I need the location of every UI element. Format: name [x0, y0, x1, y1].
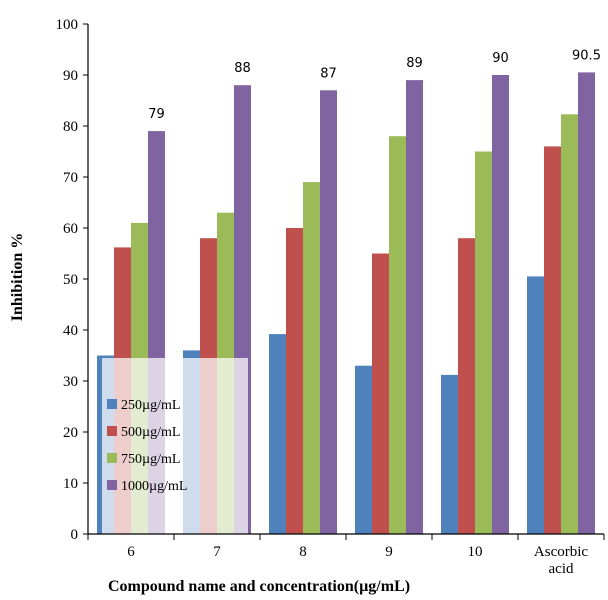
legend-swatch	[107, 426, 117, 436]
bar-1000gml-cat4	[406, 80, 423, 534]
bar-750gml-cat3	[303, 182, 320, 534]
bar-500gml-cat5	[458, 238, 475, 534]
bar-1000gml-cat6	[578, 72, 595, 535]
y-axis-title: Inhibition %	[9, 233, 26, 321]
data-label: 90.5	[572, 48, 601, 63]
bar-250gml-cat3	[269, 334, 286, 534]
x-tick-label: 6	[127, 544, 135, 560]
x-axis-title: Compound name and concentration(µg/mL)	[108, 578, 410, 595]
legend-label: 750µg/mL	[121, 452, 180, 467]
y-tick-label: 0	[71, 527, 79, 543]
x-tick-label: 9	[385, 544, 393, 560]
y-tick-label: 40	[63, 323, 78, 339]
x-tick-label: acid	[549, 561, 574, 577]
bar-250gml-cat4	[355, 365, 372, 534]
legend-swatch	[107, 399, 117, 409]
y-tick-label: 20	[63, 425, 78, 441]
legend-label: 1000µg/mL	[121, 479, 187, 494]
x-tick-label: Ascorbic	[534, 544, 588, 560]
y-tick-label: 30	[63, 374, 78, 390]
y-tick-label: 70	[63, 170, 78, 186]
bar-1000gml-cat5	[492, 75, 509, 534]
data-label: 89	[406, 56, 423, 71]
y-tick-label: 90	[63, 68, 78, 84]
bar-250gml-cat6	[527, 276, 544, 534]
bar-750gml-cat4	[389, 136, 406, 534]
bar-750gml-cat6	[561, 114, 578, 535]
x-tick-label: 10	[468, 544, 483, 560]
y-tick-label: 50	[63, 272, 78, 288]
data-label: 90	[492, 51, 509, 66]
legend-label: 500µg/mL	[121, 425, 180, 440]
bar-1000gml-cat3	[320, 90, 337, 535]
y-tick-label: 60	[63, 221, 78, 237]
bar-500gml-cat6	[544, 146, 561, 534]
legend-label: 250µg/mL	[121, 398, 180, 413]
legend: 250µg/mL 500µg/mL 750µg/mL 1000µg/mL	[102, 358, 248, 534]
data-labels-layer: 79 88 87 89 90 90.5	[148, 48, 601, 122]
data-label: 88	[234, 61, 251, 76]
legend-box	[102, 358, 248, 534]
data-label: 79	[148, 107, 165, 122]
y-tick-label: 80	[63, 119, 78, 135]
legend-swatch	[107, 480, 117, 490]
x-tick-label: 8	[299, 544, 307, 560]
y-tick-label: 10	[63, 476, 78, 492]
y-tick-label: 100	[56, 17, 79, 33]
bar-250gml-cat5	[441, 374, 458, 534]
bar-500gml-cat3	[286, 228, 303, 534]
bar-750gml-cat5	[475, 151, 492, 534]
data-label: 87	[320, 66, 337, 81]
legend-swatch	[107, 453, 117, 463]
x-tick-label: 7	[213, 544, 221, 560]
bar-500gml-cat4	[372, 253, 389, 534]
